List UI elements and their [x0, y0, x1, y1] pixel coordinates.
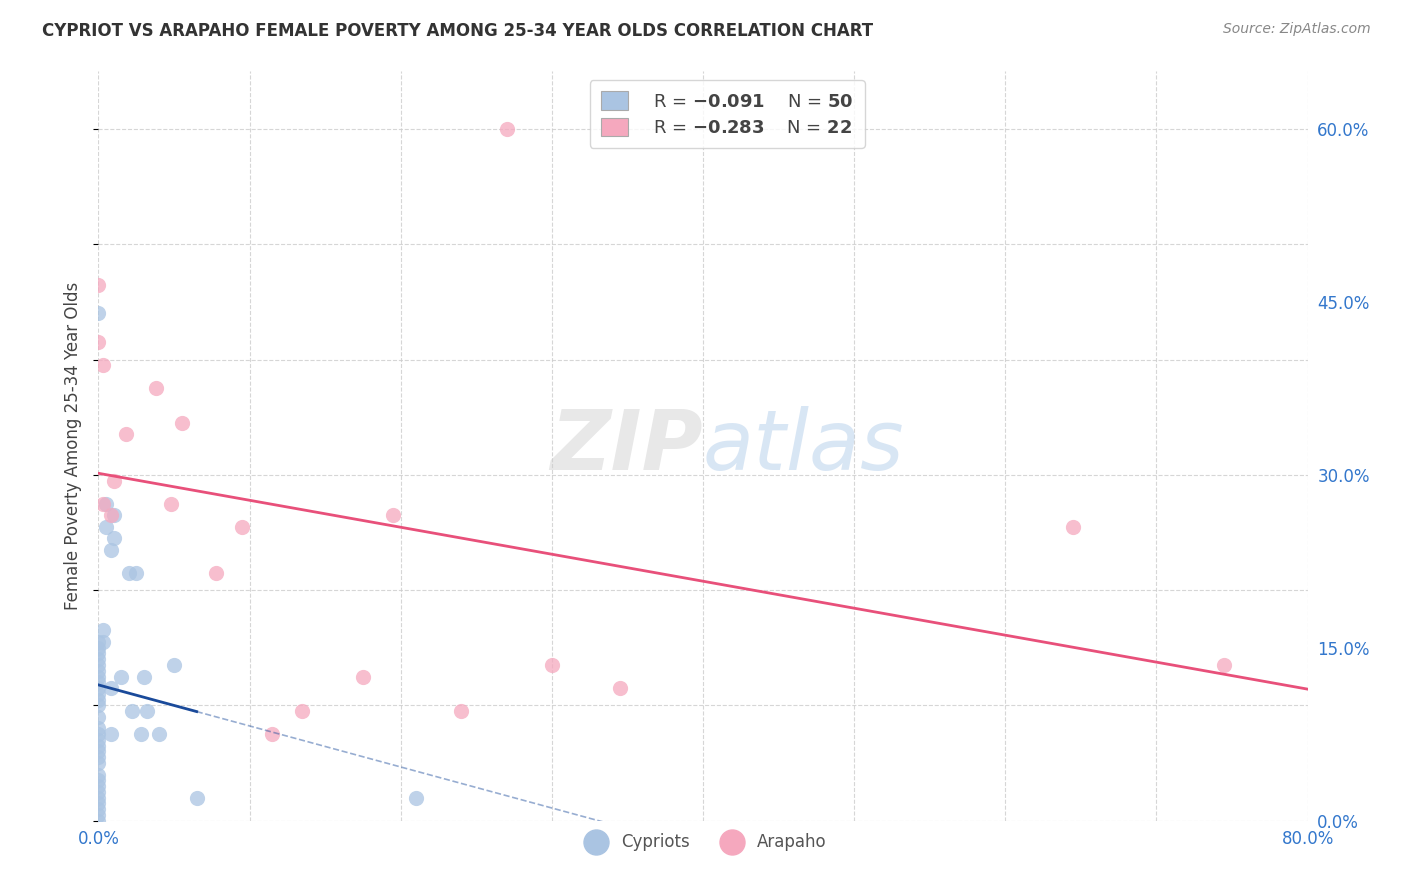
- Point: [87, 306, 110, 320]
- Point: [87, 669, 110, 683]
- Point: [87, 739, 110, 753]
- Point: [87, 733, 110, 747]
- Point: [103, 531, 125, 545]
- Point: [103, 508, 125, 523]
- Point: [163, 658, 186, 673]
- Text: CYPRIOT VS ARAPAHO FEMALE POVERTY AMONG 25-34 YEAR OLDS CORRELATION CHART: CYPRIOT VS ARAPAHO FEMALE POVERTY AMONG …: [42, 22, 873, 40]
- Point: [352, 669, 374, 683]
- Point: [87, 808, 110, 822]
- Point: [382, 508, 405, 523]
- Text: Source: ZipAtlas.com: Source: ZipAtlas.com: [1223, 22, 1371, 37]
- Point: [87, 802, 110, 816]
- Point: [87, 756, 110, 770]
- Point: [91, 497, 114, 511]
- Point: [540, 658, 562, 673]
- Point: [87, 692, 110, 706]
- Point: [87, 797, 110, 811]
- Point: [87, 744, 110, 758]
- Point: [125, 566, 148, 580]
- Point: [110, 669, 132, 683]
- Point: [91, 624, 114, 638]
- Point: [87, 687, 110, 701]
- Point: [87, 664, 110, 678]
- Point: [87, 635, 110, 649]
- Point: [87, 710, 110, 724]
- Point: [495, 122, 517, 136]
- Point: [87, 722, 110, 736]
- Point: [450, 704, 472, 718]
- Point: [87, 750, 110, 764]
- Point: [231, 519, 253, 533]
- Point: [87, 767, 110, 781]
- Point: [87, 779, 110, 793]
- Point: [87, 814, 110, 828]
- Point: [1062, 519, 1084, 533]
- Point: [94, 497, 117, 511]
- Point: [132, 669, 155, 683]
- Point: [145, 381, 167, 395]
- Point: [114, 427, 136, 442]
- Point: [87, 790, 110, 805]
- Point: [103, 474, 125, 488]
- Point: [87, 652, 110, 666]
- Point: [129, 727, 152, 741]
- Point: [87, 785, 110, 799]
- Legend: Cypriots, Arapaho: Cypriots, Arapaho: [574, 826, 832, 857]
- Point: [291, 704, 314, 718]
- Text: ZIP: ZIP: [550, 406, 703, 486]
- Point: [87, 773, 110, 788]
- Point: [170, 416, 193, 430]
- Point: [87, 658, 110, 673]
- Y-axis label: Female Poverty Among 25-34 Year Olds: Female Poverty Among 25-34 Year Olds: [65, 282, 83, 610]
- Point: [405, 790, 427, 805]
- Point: [160, 497, 183, 511]
- Point: [205, 566, 228, 580]
- Point: [135, 704, 157, 718]
- Point: [121, 704, 143, 718]
- Point: [87, 640, 110, 655]
- Point: [91, 635, 114, 649]
- Point: [100, 727, 122, 741]
- Point: [87, 681, 110, 695]
- Text: atlas: atlas: [703, 406, 904, 486]
- Point: [609, 681, 631, 695]
- Point: [91, 359, 114, 373]
- Point: [94, 519, 117, 533]
- Point: [87, 727, 110, 741]
- Point: [1213, 658, 1236, 673]
- Point: [118, 566, 141, 580]
- Point: [87, 335, 110, 350]
- Point: [87, 277, 110, 292]
- Point: [100, 681, 122, 695]
- Point: [87, 675, 110, 690]
- Point: [100, 542, 122, 557]
- Point: [262, 727, 284, 741]
- Point: [186, 790, 208, 805]
- Point: [148, 727, 170, 741]
- Point: [87, 647, 110, 661]
- Point: [100, 508, 122, 523]
- Point: [87, 698, 110, 713]
